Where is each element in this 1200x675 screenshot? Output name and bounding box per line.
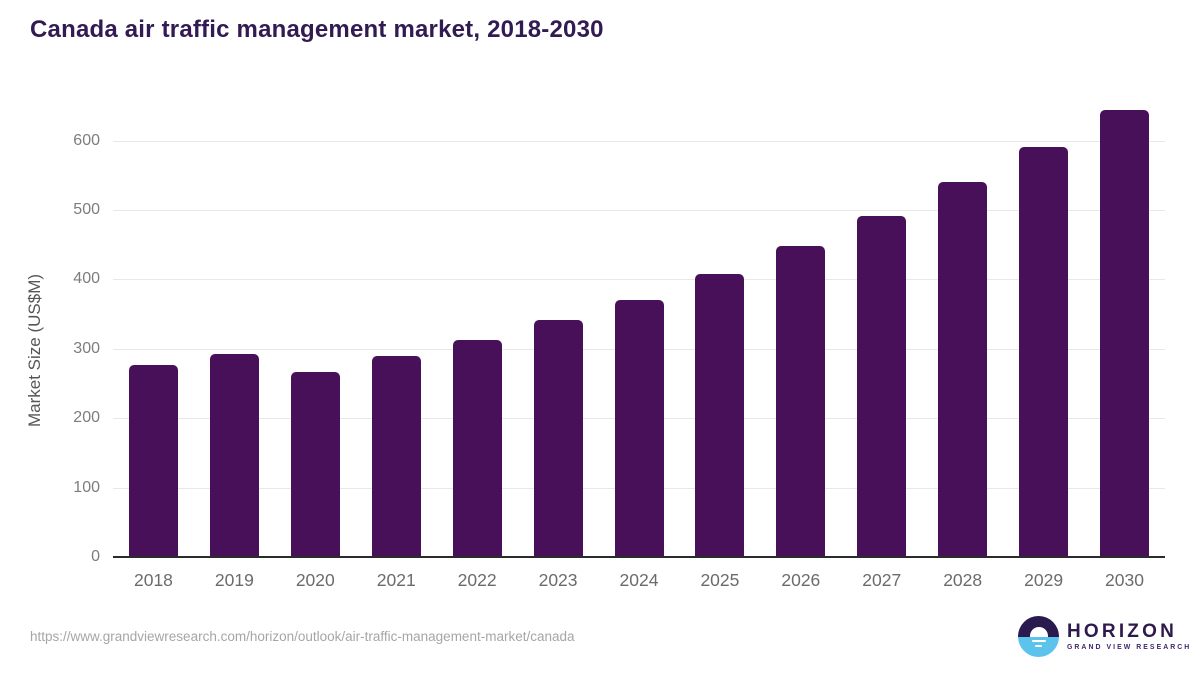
y-tick-label-0: 0 [91, 548, 100, 565]
bar-2019[interactable] [209, 354, 259, 557]
horizon-logo-icon [1018, 616, 1059, 657]
bar-2028[interactable] [938, 182, 988, 557]
x-tick-label-2023: 2023 [538, 570, 578, 590]
bar-2021[interactable] [371, 355, 421, 557]
x-tick-label-2022: 2022 [457, 570, 497, 590]
horizon-logo: HORIZON GRAND VIEW RESEARCH [1018, 616, 1191, 657]
logo-reflection-line [1035, 644, 1042, 648]
bar-2018[interactable] [128, 365, 178, 557]
bar-2026[interactable] [776, 246, 826, 557]
gridline-600 [113, 140, 1165, 142]
logo-text: HORIZON GRAND VIEW RESEARCH [1067, 622, 1191, 651]
y-tick-label-200: 200 [73, 409, 100, 427]
y-tick-label-600: 600 [73, 131, 100, 149]
logo-sky-half [1018, 616, 1059, 637]
logo-reflection-line [1031, 639, 1046, 643]
x-axis-line [113, 556, 1165, 558]
source-url: https://www.grandviewresearch.com/horizo… [30, 629, 575, 644]
bar-2025[interactable] [695, 273, 745, 557]
page-title: Canada air traffic management market, 20… [30, 16, 604, 43]
x-tick-label-2029: 2029 [1024, 570, 1064, 590]
y-tick-label-500: 500 [73, 201, 100, 218]
x-tick-label-2020: 2020 [295, 570, 335, 590]
x-tick-label-2021: 2021 [376, 570, 416, 590]
x-tick-label-2024: 2024 [619, 570, 659, 590]
x-tick-label-2028: 2028 [943, 570, 983, 590]
x-tick-label-2030: 2030 [1105, 570, 1144, 590]
logo-subtitle: GRAND VIEW RESEARCH [1067, 644, 1192, 651]
logo-brand-name: HORIZON [1067, 621, 1178, 642]
bar-2022[interactable] [452, 339, 502, 557]
bar-2024[interactable] [614, 299, 664, 557]
x-tick-label-2019: 2019 [214, 570, 254, 590]
x-tick-label-2018: 2018 [133, 570, 173, 590]
plot-area: 0 100 200 300 400 500 600 2018 2019 2020 2021 2022 2… [73, 95, 1165, 590]
gridline-400 [113, 279, 1165, 281]
y-tick-label-400: 400 [73, 270, 100, 288]
y-tick-label-300: 300 [73, 339, 100, 357]
bar-2020[interactable] [290, 371, 340, 557]
bar-2027[interactable] [857, 215, 907, 557]
bar-2029[interactable] [1019, 146, 1069, 557]
logo-sun-shape [1029, 627, 1048, 637]
y-tick-label-100: 100 [73, 478, 100, 496]
x-tick-label-2026: 2026 [781, 570, 821, 590]
gridline-500 [113, 210, 1165, 211]
bar-2023[interactable] [533, 320, 583, 557]
bar-2030[interactable] [1100, 110, 1150, 557]
x-tick-label-2027: 2027 [862, 570, 902, 590]
x-tick-label-2025: 2025 [700, 570, 740, 590]
